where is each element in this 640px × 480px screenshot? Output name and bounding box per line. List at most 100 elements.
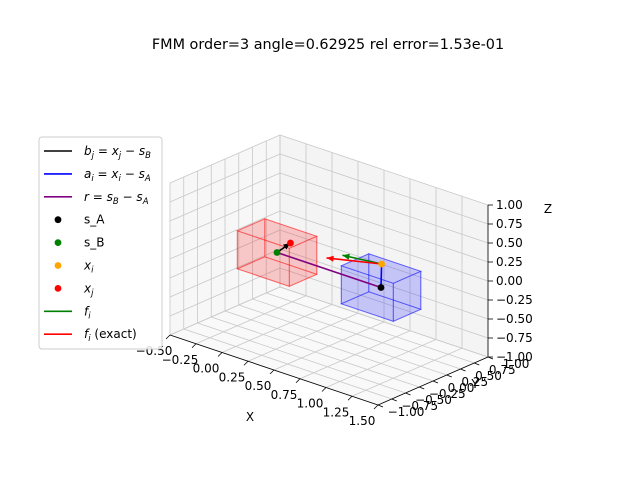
y-tick-label: −1.00 [388,405,425,419]
data-marks [273,239,385,291]
y-tick-mark [432,380,439,384]
grid-line [279,172,489,244]
y-tick-label: 0.25 [461,375,488,389]
cell-boxes [235,218,423,323]
x-tick-mark [217,352,223,357]
y-tick-mark [446,374,452,378]
chart-title: FMM order=3 angle=0.62925 rel error=1.53… [152,37,504,53]
z-tick-label: 0.25 [496,255,523,269]
y-tick-mark [460,368,466,372]
cell-box-face [392,270,422,323]
x-tick-mark [295,378,301,384]
x-tick-label: 0.25 [219,370,246,384]
y-tick-label: 0.50 [475,369,502,383]
x-axis-label: X [246,410,254,424]
grid-line [299,330,411,380]
x-tick-label: 0.00 [193,362,220,376]
segment-fie [326,257,382,265]
legend-swatch-point [54,285,62,292]
x-tick-label: 0.50 [245,379,272,393]
y-tick-label: 1.00 [503,357,530,371]
arrowhead-fi [342,253,350,260]
x-tick-mark [321,387,327,392]
grid-line [325,339,437,388]
legend-item-xi: xi​ [54,259,94,276]
grid-line [169,134,281,184]
tick-labels: −0.50−0.250.000.250.500.751.001.251.50−1… [136,198,533,428]
legend-item-sB: s_B [54,236,104,250]
cell-box-face [340,265,394,322]
legend-item-fie: fi​ (exact) [44,327,137,344]
z-tick-label: −0.25 [496,293,533,307]
grid-line [238,304,447,376]
legend-swatch-point [54,262,62,269]
legend-swatch-point [54,239,62,247]
y-axis-label: Y [470,377,479,391]
legend-label: bj​ = xj​ − sB​ [84,144,151,161]
legend-swatch-point [54,216,62,224]
grid-lines [169,134,489,406]
grid-line [169,210,281,260]
legend-label: ai​ = xi​ − sA​ [84,167,151,184]
grid-line [351,347,463,397]
point-xj [287,239,294,247]
cell-box-face [264,218,318,275]
grid-line [279,210,489,282]
x-tick-mark [347,395,353,401]
legend-item-b: bj​ = xj​ − sB​ [44,144,151,161]
point-sA [377,284,385,291]
y-tick-mark [405,392,411,396]
cell-box-face [236,230,290,287]
point-xi [378,260,385,268]
grid-line [169,153,281,203]
x-tick-label: 0.75 [271,388,298,402]
z-axis-label: Z [544,202,552,216]
y-tick-label: −0.25 [429,387,466,401]
z-tick-label: −1.00 [496,350,533,364]
z-tick-label: −0.50 [496,312,533,326]
y-tick-label: −0.50 [415,393,452,407]
legend-label: fi​ (exact) [84,327,137,344]
x-tick-label: 1.50 [349,414,376,428]
legend-label: s_A [84,213,105,227]
legend-item-fi: fi​ [44,304,91,321]
x-tick-mark [243,360,249,366]
z-tick-label: 0.75 [496,217,523,231]
legend-label: xi​ [83,259,94,276]
z-tick-label: 0.50 [496,236,523,250]
y-tick-mark [391,398,397,402]
cell-box-face [339,291,423,322]
x-tick-mark [269,369,275,375]
z-tick-label: 0.00 [496,274,523,288]
grid-line [279,286,489,358]
legend-label: r = sB​ − sA​ [84,190,149,207]
segment-r [276,251,382,289]
grid-line [169,172,281,222]
grid-line [252,298,461,370]
z-tick-label: 1.00 [496,198,523,212]
x-tick-mark [191,343,197,349]
legend-item-a: ai​ = xi​ − sA​ [44,167,151,184]
y-tick-mark [419,386,425,390]
x-tick-mark [165,334,171,340]
point-sB [273,249,281,256]
cell-box-face [235,256,319,287]
segment-a [380,263,383,288]
cell-box-face [235,218,319,249]
z-tick-label: −0.75 [496,331,533,345]
legend-label: xj​ [83,281,94,298]
x-tick-label: −0.25 [162,353,199,367]
y-tick-mark [377,404,384,408]
grid-line [224,310,434,382]
cell-box [235,218,319,288]
grid-line [169,191,281,241]
y-tick-label: −0.75 [401,399,438,413]
grid-line [279,191,489,263]
y-tick-mark [474,362,480,366]
y-tick-label: 0.75 [489,363,516,377]
legend-item-xj: xj​ [54,281,94,298]
legend-label: s_B [84,236,104,250]
x-tick-label: 1.00 [297,397,324,411]
y-tick-label: 0.00 [448,381,475,395]
grid-line [279,153,489,225]
